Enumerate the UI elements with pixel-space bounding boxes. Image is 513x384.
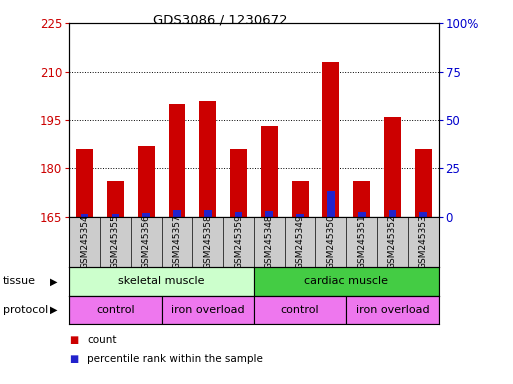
Bar [69,296,162,324]
Text: ▶: ▶ [50,276,58,286]
Text: GSM245353: GSM245353 [419,215,428,269]
Text: iron overload: iron overload [356,305,429,315]
Text: GSM245349: GSM245349 [295,215,305,269]
Bar [173,210,181,217]
Bar [76,149,93,217]
Bar [346,296,439,324]
Text: GSM245359: GSM245359 [234,215,243,269]
Bar [107,181,124,217]
Text: ■: ■ [69,354,78,364]
Bar [69,267,254,296]
Text: GSM245352: GSM245352 [388,215,397,269]
Bar [420,212,427,217]
Text: GDS3086 / 1230672: GDS3086 / 1230672 [153,13,288,26]
Text: GSM245358: GSM245358 [203,215,212,269]
Bar [137,146,155,217]
Bar [199,101,216,217]
Bar [168,104,186,217]
Text: ▶: ▶ [50,305,58,315]
Bar [204,210,211,217]
Text: cardiac muscle: cardiac muscle [304,276,388,286]
Bar [358,212,365,217]
Text: percentile rank within the sample: percentile rank within the sample [87,354,263,364]
Text: GSM245357: GSM245357 [172,215,182,269]
Text: iron overload: iron overload [171,305,245,315]
Bar [112,214,119,217]
Text: GSM245351: GSM245351 [357,215,366,269]
Bar [384,117,401,217]
Text: GSM245354: GSM245354 [80,215,89,269]
Text: control: control [96,305,135,315]
Text: GSM245350: GSM245350 [326,215,336,269]
Bar [162,296,254,324]
Text: count: count [87,335,117,345]
Bar [81,214,89,217]
Bar [254,296,346,324]
Text: GSM245356: GSM245356 [142,215,151,269]
Bar [254,267,439,296]
Bar [322,62,340,217]
Bar [266,211,273,217]
Text: GSM245355: GSM245355 [111,215,120,269]
Bar [389,210,396,217]
Bar [291,181,308,217]
Bar [327,191,334,217]
Bar [415,149,432,217]
Bar [143,213,150,217]
Bar [235,212,242,217]
Text: control: control [281,305,320,315]
Bar [230,149,247,217]
Text: tissue: tissue [3,276,35,286]
Text: skeletal muscle: skeletal muscle [119,276,205,286]
Bar [297,214,304,217]
Text: protocol: protocol [3,305,48,315]
Bar [353,181,370,217]
Text: GSM245348: GSM245348 [265,215,274,269]
Text: ■: ■ [69,335,78,345]
Bar [261,126,278,217]
